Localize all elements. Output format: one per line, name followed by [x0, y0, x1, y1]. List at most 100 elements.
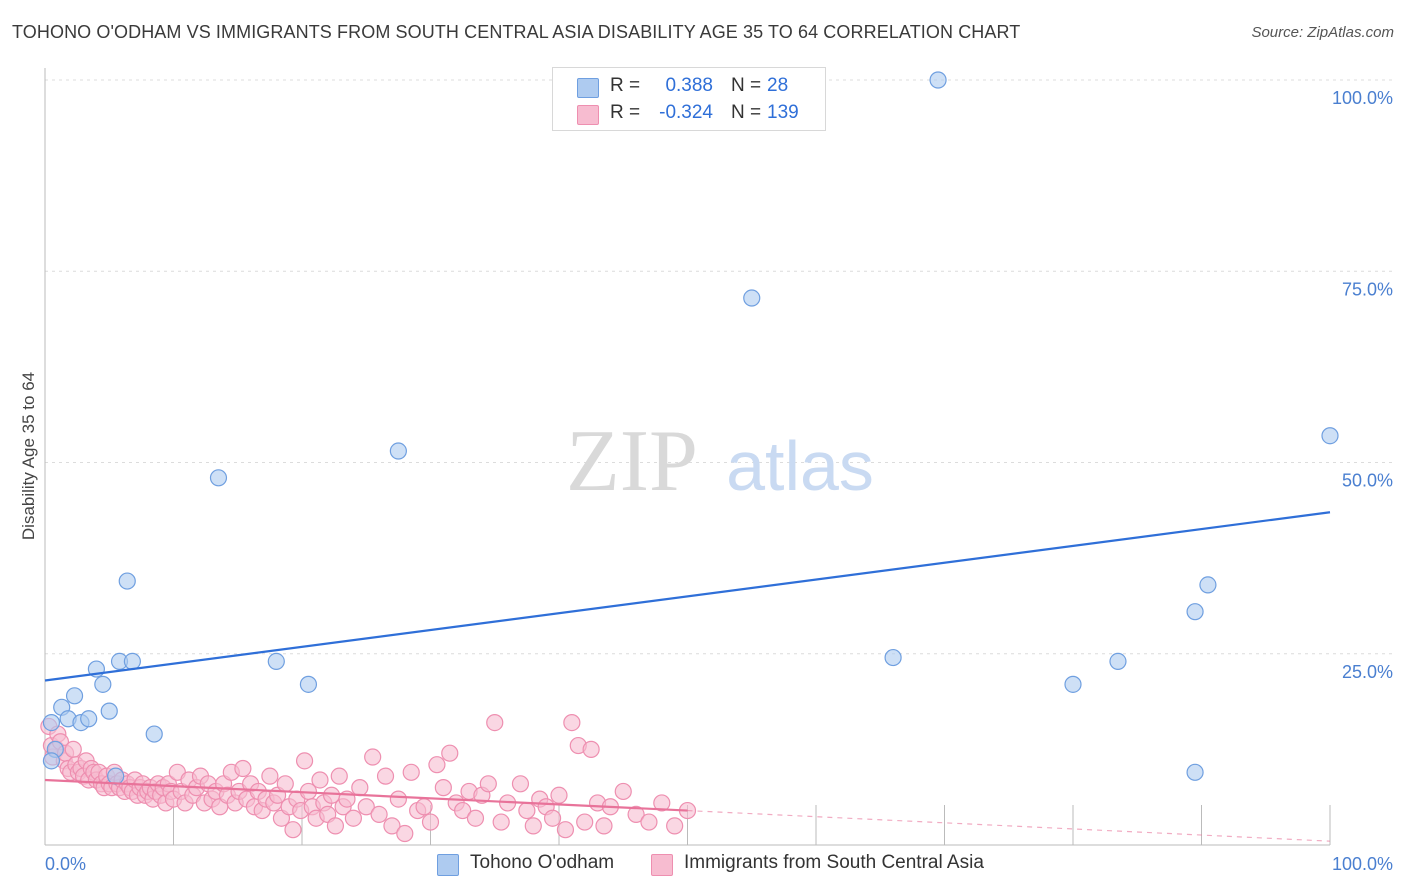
immigrants-point: [364, 748, 382, 766]
immigrants-point: [276, 775, 294, 793]
immigrants-point: [627, 805, 645, 824]
x-tick-label: 0.0%: [45, 854, 86, 874]
immigrants-trend-extension: [687, 809, 1331, 842]
tohono-point: [209, 469, 228, 487]
bottom-legend-swatch-blue: [437, 854, 459, 876]
legend-swatch-pink: [577, 105, 599, 125]
immigrants-point: [441, 744, 459, 762]
legend-swatch-blue: [577, 78, 599, 98]
immigrants-point: [479, 775, 497, 793]
grid-lines: [45, 79, 1392, 655]
immigrants-point: [666, 817, 684, 835]
legend-row-immigrants: R = -0.324 N = 139: [553, 101, 825, 129]
tohono-point: [107, 767, 125, 785]
immigrants-point: [311, 771, 329, 789]
immigrants-point: [576, 813, 594, 831]
legend-r-label: R =: [610, 75, 641, 96]
immigrants-point: [518, 801, 536, 820]
immigrants-point: [466, 809, 485, 827]
watermark-atlas: atlas: [726, 427, 874, 505]
immigrants-point: [326, 817, 345, 835]
tohono-point: [1186, 763, 1204, 781]
legend-r-label: R =: [610, 102, 641, 123]
watermark: ZIP atlas: [566, 413, 874, 510]
bottom-legend-swatch-pink: [651, 854, 673, 876]
immigrants-point: [330, 767, 348, 785]
y-tick-label: 100.0%: [1332, 88, 1393, 108]
immigrants-point: [511, 775, 530, 793]
y-tick-label: 50.0%: [1342, 471, 1393, 491]
tohono-point: [929, 71, 947, 89]
immigrants-point: [524, 817, 542, 835]
immigrants-point: [383, 817, 401, 835]
immigrants-point: [486, 713, 504, 732]
tohono-point: [1109, 652, 1127, 671]
immigrants-point: [640, 813, 658, 831]
legend-row-tohono: R = 0.388 N = 28: [553, 74, 825, 102]
tohono-point: [884, 648, 902, 667]
source-label: Source: ZipAtlas.com: [1251, 24, 1394, 41]
immigrants-point: [415, 798, 433, 816]
immigrants-point: [614, 782, 632, 801]
tohono-point: [65, 687, 84, 705]
immigrants-point: [351, 779, 369, 797]
legend-n-value: 28: [767, 75, 789, 96]
immigrants-point: [389, 790, 407, 808]
immigrants-point: [295, 752, 314, 770]
immigrants-point: [582, 740, 600, 758]
tohono-point: [123, 652, 141, 671]
tohono-point: [145, 725, 163, 743]
tohono-point: [1321, 427, 1339, 445]
x-tick-labels: 0.0% 100.0%: [45, 854, 1393, 874]
legend-r-value: 0.388: [665, 75, 713, 96]
legend-r-value: -0.324: [659, 102, 713, 123]
bottom-legend-label: Immigrants from South Central Asia: [684, 852, 984, 873]
immigrants-point: [543, 809, 562, 827]
tohono-point: [94, 675, 112, 693]
immigrants-point: [492, 813, 510, 831]
x-tick-label: 100.0%: [1332, 854, 1393, 874]
series-immigrants-points: [40, 713, 697, 843]
tohono-point: [1199, 576, 1217, 594]
watermark-zip: ZIP: [566, 413, 698, 510]
y-tick-label: 75.0%: [1342, 279, 1393, 299]
immigrants-point: [402, 763, 420, 781]
immigrants-point: [376, 767, 395, 785]
tohono-point: [100, 702, 118, 720]
legend-n-label: N =: [731, 102, 762, 123]
immigrants-trend-line: [44, 778, 688, 812]
immigrants-point: [428, 756, 446, 774]
y-tick-label: 25.0%: [1342, 662, 1393, 682]
tohono-point: [743, 289, 761, 307]
tohono-point: [299, 675, 318, 693]
tohono-point: [389, 442, 407, 460]
immigrants-point: [595, 817, 613, 835]
immigrants-point: [421, 813, 440, 831]
tohono-point: [1186, 603, 1204, 621]
tohono-point: [1064, 675, 1082, 693]
trend-lines: [44, 511, 1331, 842]
immigrants-point: [370, 805, 388, 824]
tohono-point: [42, 713, 61, 732]
legend-n-value: 139: [767, 102, 799, 123]
immigrants-point: [454, 801, 472, 820]
chart-title: TOHONO O'ODHAM VS IMMIGRANTS FROM SOUTH …: [12, 22, 1021, 42]
legend-n-label: N =: [731, 75, 762, 96]
immigrants-point: [357, 798, 375, 816]
tohono-point: [118, 572, 136, 590]
tohono-point: [267, 652, 285, 671]
immigrants-point: [344, 809, 362, 827]
immigrants-point: [261, 767, 279, 785]
tohono-point: [42, 752, 61, 770]
correlation-legend: R = 0.388 N = 28 R = -0.324 N = 139: [552, 67, 826, 131]
immigrants-point: [396, 824, 414, 843]
immigrants-point: [64, 740, 82, 758]
y-tick-labels: 25.0% 50.0% 75.0% 100.0%: [1332, 88, 1393, 682]
immigrants-point: [284, 821, 302, 839]
immigrants-point: [434, 779, 452, 797]
immigrants-point: [653, 794, 671, 812]
tohono-trend-line: [44, 511, 1331, 682]
y-axis-title: Disability Age 35 to 64: [19, 372, 38, 540]
immigrants-point: [556, 821, 575, 839]
